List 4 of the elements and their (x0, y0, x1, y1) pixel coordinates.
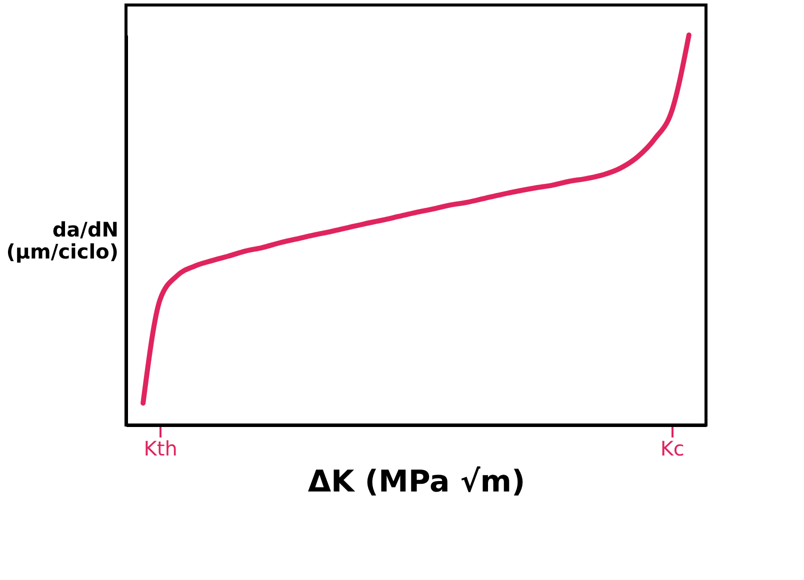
x-axis-title: ΔK (MPa √m) (308, 464, 526, 500)
x-tick-label: Kc (660, 436, 684, 460)
y-axis-title: da/dN (μm/ciclo) (6, 218, 118, 264)
x-tick-label: Kth (144, 436, 178, 460)
